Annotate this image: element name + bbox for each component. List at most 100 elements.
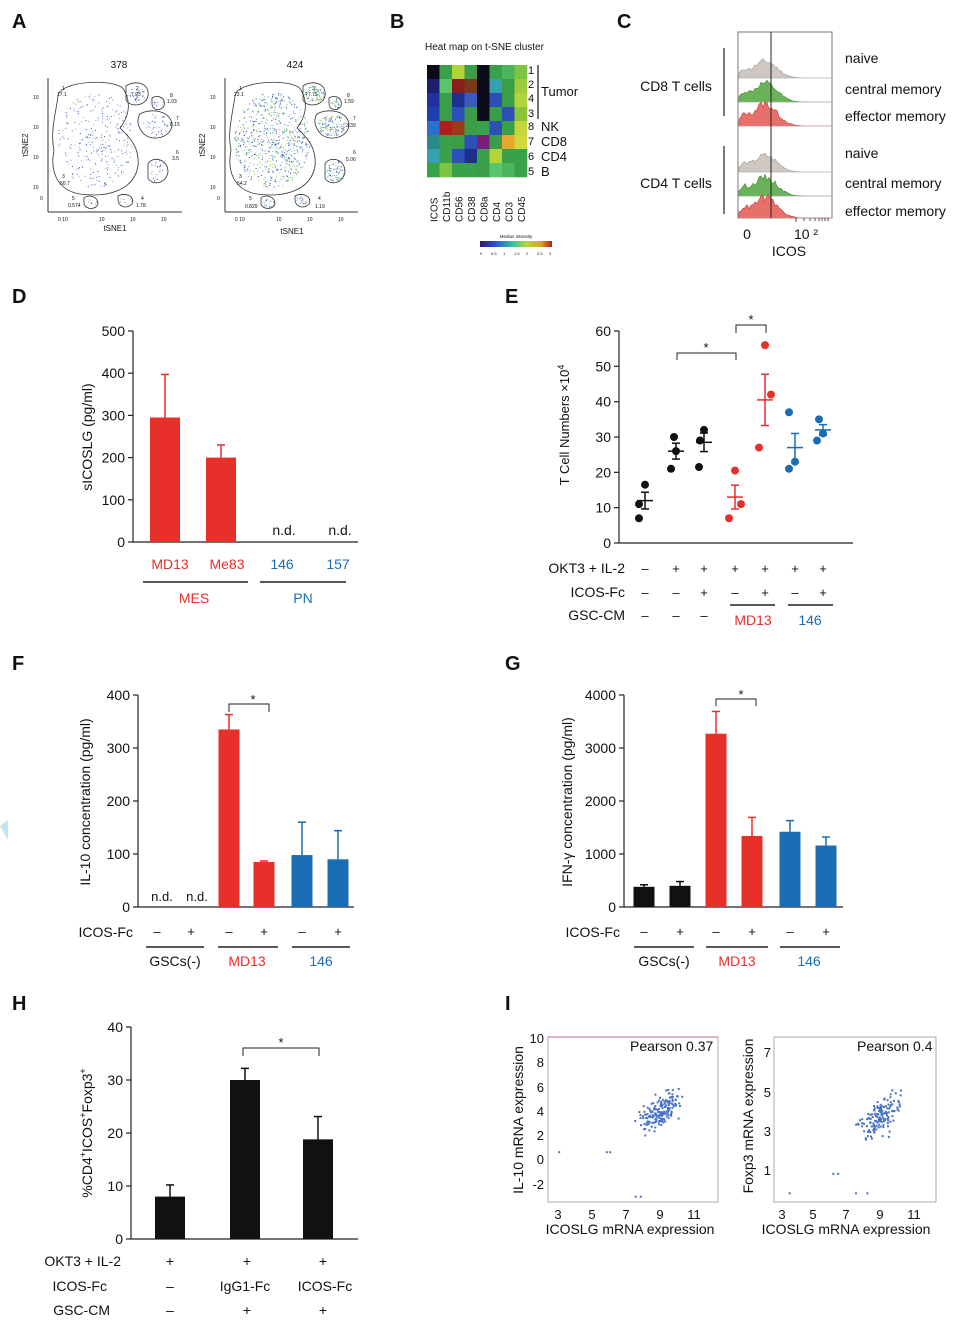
tsne-dot: [252, 135, 254, 137]
tsne-dot: [162, 134, 163, 136]
scatter-point: [867, 1135, 869, 1138]
scatter-point: [654, 1093, 657, 1096]
heatmap-cell: [452, 107, 465, 122]
scatter-point: [883, 1118, 886, 1121]
tsne-xtick: 10: [161, 217, 167, 223]
scatter-point: [634, 1120, 637, 1123]
tsne-dot: [290, 140, 292, 142]
tsne-dot: [92, 146, 94, 148]
tsne-dot: [264, 150, 266, 152]
scatter-point: [875, 1120, 877, 1123]
tsne-dot: [309, 90, 311, 91]
tsne-dot: [338, 178, 340, 180]
scatter-point: [656, 1108, 659, 1111]
tsne-dot: [307, 152, 309, 154]
tsne-dot: [286, 160, 288, 161]
scatter-point: [871, 1137, 873, 1140]
tsne-dot: [255, 114, 257, 116]
tsne-dot: [327, 176, 329, 178]
tsne-dot: [126, 141, 128, 143]
tsne-dot: [90, 202, 92, 204]
tsne-dot: [65, 112, 67, 114]
scatter-point: [899, 1094, 902, 1097]
tsne-dot: [244, 146, 246, 148]
tsne-dot: [275, 143, 277, 145]
tsne-dot: [289, 130, 291, 132]
scatter-point: [661, 1119, 664, 1122]
tsne-dot: [153, 101, 155, 103]
tsne-dot: [119, 201, 121, 203]
tsne-dot: [305, 143, 307, 144]
scatter-point: [677, 1088, 680, 1090]
scatter-point: [864, 1137, 867, 1140]
tsne-dot: [117, 104, 118, 106]
tsne-dot: [291, 142, 293, 144]
scatter-point: [651, 1121, 654, 1124]
tsne-dot: [319, 120, 321, 122]
tsne-dot: [273, 201, 275, 203]
tsne-dot: [323, 91, 324, 93]
tsne-dot: [158, 131, 160, 133]
condition-sign: –: [791, 585, 799, 600]
tsne-title: 424: [287, 60, 304, 71]
scatter-point: [875, 1124, 878, 1127]
tsne-dot: [74, 144, 76, 146]
scatter-point: [879, 1108, 882, 1111]
tsne-dot: [70, 147, 72, 149]
tsne-dot: [112, 181, 114, 182]
tsne-dot: [307, 88, 309, 90]
heatmap-cell: [452, 65, 465, 80]
scatter-point: [670, 1096, 673, 1099]
heatmap-cell: [489, 149, 503, 164]
tsne-dot: [300, 196, 302, 198]
histogram-curve: [738, 79, 832, 103]
tsne-dot: [293, 149, 295, 151]
tsne-dot: [86, 136, 88, 138]
tsne-dot: [341, 123, 343, 125]
heatmap-legend-tick: 1: [503, 251, 506, 256]
tsne-dot: [301, 148, 303, 150]
x-axis-label: ICOSLG mRNA expression: [546, 1221, 715, 1237]
tsne-dot: [324, 123, 326, 125]
tsne-dot: [131, 88, 133, 90]
tsne-dot: [105, 125, 106, 127]
scatter-point: [659, 1111, 662, 1114]
tsne-dot: [307, 154, 308, 156]
histogram-label: central memory: [845, 175, 941, 191]
tsne-dot: [116, 110, 118, 112]
scatter-point: [645, 1121, 648, 1124]
tsne-dot: [294, 113, 296, 115]
tsne-dot: [291, 161, 292, 162]
heatmap-group-label: NK: [541, 119, 559, 134]
pearson-label: Pearson 0.4: [857, 1038, 933, 1054]
tsne-dot: [293, 106, 295, 108]
tsne-dot: [299, 136, 300, 138]
scatter-point: [643, 1122, 646, 1125]
tsne-dot: [270, 105, 272, 107]
tsne-dot: [320, 125, 322, 127]
significance-star: *: [278, 1035, 283, 1050]
scatter-point: [665, 1089, 668, 1092]
data-point: [815, 415, 823, 424]
tsne-dot: [58, 132, 60, 134]
tsne-dot: [142, 95, 144, 97]
heatmap-cell: [477, 79, 490, 94]
scatter-point: [661, 1107, 664, 1109]
tsne-dot: [333, 102, 335, 104]
tsne-dot: [320, 120, 322, 122]
scatter-point: [652, 1102, 655, 1105]
tsne-dot: [304, 136, 306, 138]
tsne-dot: [240, 127, 241, 129]
tsne-dot: [292, 161, 294, 162]
xtick: 3: [554, 1207, 561, 1222]
condition-sign: –: [672, 608, 680, 623]
tsne-dot: [129, 151, 131, 153]
tsne-dot: [152, 114, 154, 116]
scatter-point: [648, 1108, 651, 1110]
tsne-dot: [92, 100, 93, 102]
tsne-dot: [299, 202, 301, 204]
tsne-dot: [321, 130, 323, 132]
scatter-point: [665, 1113, 668, 1116]
y-tick-label: 40: [107, 1019, 123, 1035]
